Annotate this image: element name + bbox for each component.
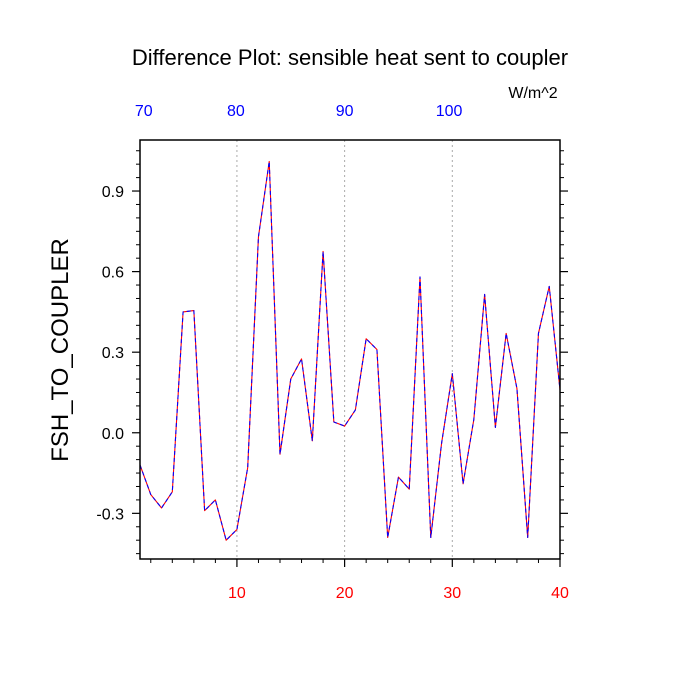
vertical-grid-lines (236, 140, 453, 559)
series-lines (139, 160, 561, 541)
top-axis-tick-label: 90 (336, 103, 354, 120)
series-line-2 (139, 160, 561, 541)
axis-ticks (132, 150, 568, 567)
y-tick-label: 0.0 (102, 426, 124, 443)
top-axis-tick-label: 100 (436, 103, 463, 120)
top-axis-tick-label: 70 (135, 103, 153, 120)
chart-title: Difference Plot: sensible heat sent to c… (132, 45, 568, 70)
y-tick-label: 0.9 (102, 184, 124, 201)
y-axis-label: FSH_TO_COUPLER (47, 238, 74, 462)
y-tick-label: 0.6 (102, 265, 124, 282)
x-tick-label: 10 (228, 585, 246, 602)
top-axis-tick-label: 80 (227, 103, 245, 120)
tick-labels: -0.3 0.0 0.3 0.6 0.9 10 20 30 40 70 80 90 100 (96, 103, 569, 602)
y-tick-label: 0.3 (102, 345, 124, 362)
x-tick-label: 40 (551, 585, 569, 602)
x-tick-label: 30 (443, 585, 461, 602)
x-tick-label: 20 (336, 585, 354, 602)
plot-frame (139, 139, 561, 560)
units-label: W/m^2 (508, 85, 557, 102)
series-line-1 (139, 160, 561, 541)
y-tick-label: -0.3 (96, 506, 124, 523)
